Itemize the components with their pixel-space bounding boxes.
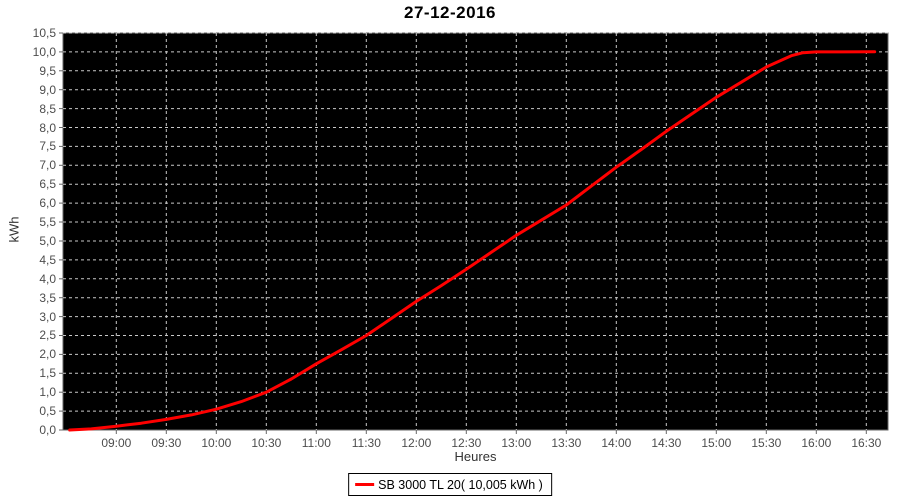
y-tick-label: 4,5 <box>39 252 56 267</box>
x-tick-label: 10:30 <box>251 436 282 450</box>
x-tick-label: 10:00 <box>201 436 232 450</box>
y-tick-label: 0,0 <box>39 423 56 437</box>
y-tick-label: 1,0 <box>39 385 56 400</box>
y-tick-label: 7,5 <box>39 139 56 154</box>
chart-title: 27-12-2016 <box>404 3 496 22</box>
y-tick-label: 6,0 <box>39 196 56 211</box>
x-tick-label: 12:00 <box>401 436 432 450</box>
x-tick-label: 13:30 <box>551 436 582 450</box>
x-tick-label: 15:30 <box>751 436 782 450</box>
legend-series-line-icon <box>355 483 375 486</box>
y-tick-label: 10,0 <box>32 44 56 59</box>
x-tick-label: 16:30 <box>851 436 882 450</box>
y-tick-label: 2,0 <box>39 347 56 362</box>
y-tick-label: 3,0 <box>39 309 56 324</box>
x-tick-label: 13:00 <box>501 436 532 450</box>
x-tick-label: 14:30 <box>651 436 682 450</box>
y-tick-label: 7,0 <box>39 158 56 173</box>
x-tick-label: 09:00 <box>101 436 132 450</box>
y-tick-label: 2,5 <box>39 328 56 343</box>
y-tick-label: 3,5 <box>39 290 56 305</box>
y-tick-label: 9,5 <box>39 63 56 78</box>
y-tick-label: 1,5 <box>39 366 56 381</box>
legend-box: SB 3000 TL 20( 10,005 kWh ) <box>348 473 552 496</box>
y-tick-label: 8,5 <box>39 101 56 116</box>
x-tick-label: 12:30 <box>451 436 482 450</box>
y-tick-label: 5,5 <box>39 215 56 230</box>
y-tick-label: 9,0 <box>39 82 56 97</box>
x-tick-label: 16:00 <box>801 436 832 450</box>
y-tick-label: 0,5 <box>39 404 56 419</box>
x-tick-label: 15:00 <box>701 436 732 450</box>
series-line <box>68 50 877 432</box>
plot-background <box>62 32 889 431</box>
x-tick-label: 09:30 <box>151 436 182 450</box>
x-tick-label: 11:00 <box>301 436 331 450</box>
x-tick-label: 11:30 <box>351 436 381 450</box>
y-tick-label: 4,0 <box>39 271 56 286</box>
y-tick-label: 10,5 <box>32 26 56 40</box>
legend-series-label: SB 3000 TL 20( 10,005 kWh ) <box>378 477 543 492</box>
y-tick-label: 6,5 <box>39 177 56 192</box>
y-tick-label: 5,0 <box>39 233 56 248</box>
y-tick-label: 8,0 <box>39 120 56 135</box>
x-tick-label: 14:00 <box>601 436 632 450</box>
x-axis-title: Heures <box>454 449 497 464</box>
